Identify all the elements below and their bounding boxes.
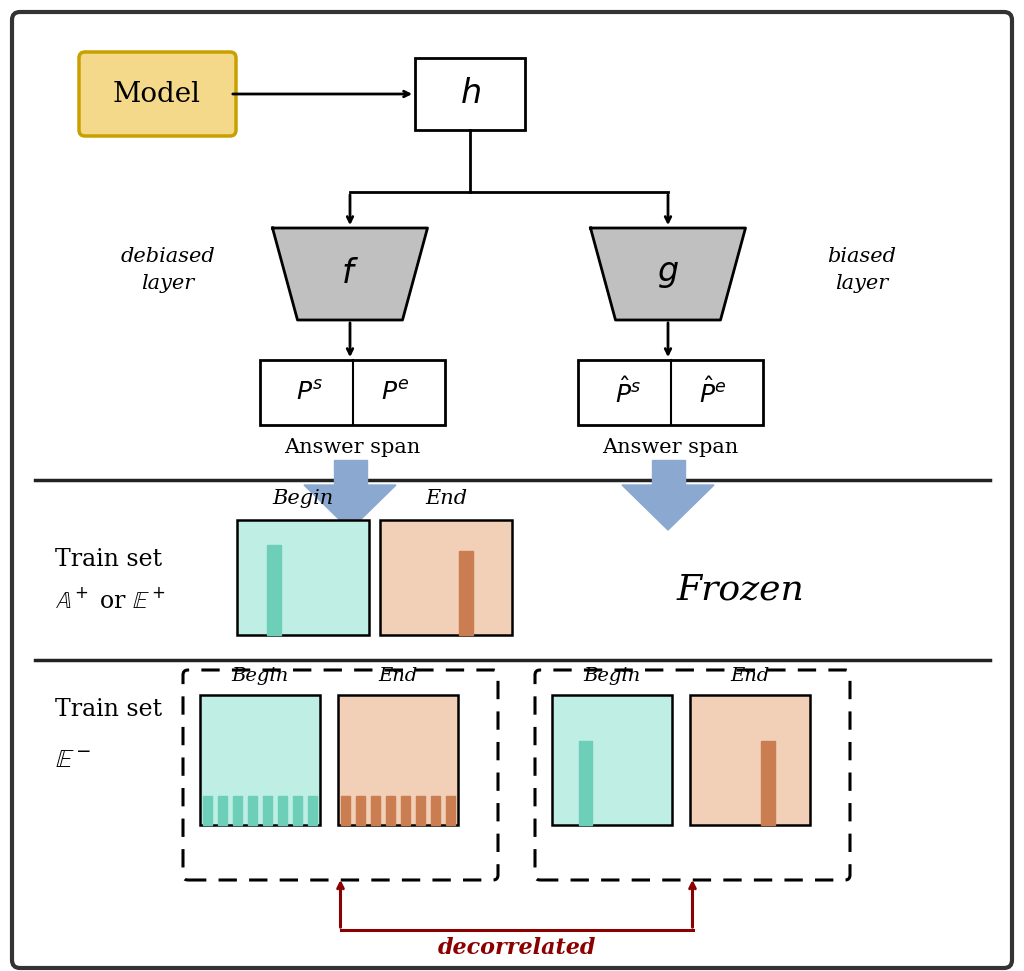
Text: decorrelated: decorrelated <box>437 937 596 959</box>
Polygon shape <box>401 796 410 825</box>
Polygon shape <box>386 796 394 825</box>
Text: Model: Model <box>113 81 201 108</box>
Polygon shape <box>308 796 316 825</box>
Text: $P^e$: $P^e$ <box>381 381 410 405</box>
Polygon shape <box>651 460 684 485</box>
FancyBboxPatch shape <box>200 695 319 825</box>
FancyBboxPatch shape <box>237 520 369 635</box>
Text: $\mathbb{A}^+$ or $\mathbb{E}^+$: $\mathbb{A}^+$ or $\mathbb{E}^+$ <box>55 587 165 613</box>
Polygon shape <box>762 741 774 825</box>
FancyBboxPatch shape <box>79 52 236 136</box>
Polygon shape <box>218 796 226 825</box>
Polygon shape <box>341 796 349 825</box>
Text: Train set: Train set <box>55 698 162 721</box>
Polygon shape <box>446 796 455 825</box>
Text: Begin: Begin <box>272 489 334 508</box>
Polygon shape <box>204 796 212 825</box>
Polygon shape <box>263 796 271 825</box>
Polygon shape <box>591 228 745 320</box>
Polygon shape <box>459 552 473 635</box>
Polygon shape <box>622 485 714 530</box>
Polygon shape <box>356 796 365 825</box>
FancyBboxPatch shape <box>578 360 763 425</box>
Text: Answer span: Answer span <box>602 438 738 456</box>
Polygon shape <box>293 796 301 825</box>
Text: Begin: Begin <box>231 667 289 685</box>
FancyBboxPatch shape <box>552 695 672 825</box>
Polygon shape <box>279 796 287 825</box>
FancyBboxPatch shape <box>690 695 810 825</box>
Text: End: End <box>425 489 467 508</box>
Polygon shape <box>579 741 592 825</box>
Text: $\hat{P}^e$: $\hat{P}^e$ <box>699 377 727 408</box>
Text: debiased
layer: debiased layer <box>121 248 215 292</box>
Text: $f$: $f$ <box>341 258 359 290</box>
Polygon shape <box>417 796 425 825</box>
Polygon shape <box>304 485 396 530</box>
FancyBboxPatch shape <box>535 670 850 880</box>
Text: End: End <box>379 667 418 685</box>
Polygon shape <box>248 796 257 825</box>
Text: Train set: Train set <box>55 549 162 572</box>
Text: $\hat{P}^s$: $\hat{P}^s$ <box>615 377 641 408</box>
Polygon shape <box>431 796 439 825</box>
Polygon shape <box>266 546 282 635</box>
Text: End: End <box>730 667 770 685</box>
Polygon shape <box>372 796 380 825</box>
FancyBboxPatch shape <box>260 360 445 425</box>
Text: $\mathbb{E}^-$: $\mathbb{E}^-$ <box>55 748 91 773</box>
Polygon shape <box>272 228 427 320</box>
Text: Frozen: Frozen <box>676 573 804 607</box>
Text: $h$: $h$ <box>460 78 480 110</box>
FancyBboxPatch shape <box>415 58 525 130</box>
Polygon shape <box>233 796 242 825</box>
FancyBboxPatch shape <box>338 695 458 825</box>
Text: Answer span: Answer span <box>285 438 421 456</box>
Text: $P^s$: $P^s$ <box>296 381 324 405</box>
FancyBboxPatch shape <box>183 670 498 880</box>
Text: $g$: $g$ <box>657 258 679 290</box>
Text: biased
layer: biased layer <box>827 248 896 292</box>
FancyBboxPatch shape <box>12 12 1012 968</box>
Text: Begin: Begin <box>584 667 641 685</box>
FancyBboxPatch shape <box>380 520 512 635</box>
Polygon shape <box>334 460 367 485</box>
